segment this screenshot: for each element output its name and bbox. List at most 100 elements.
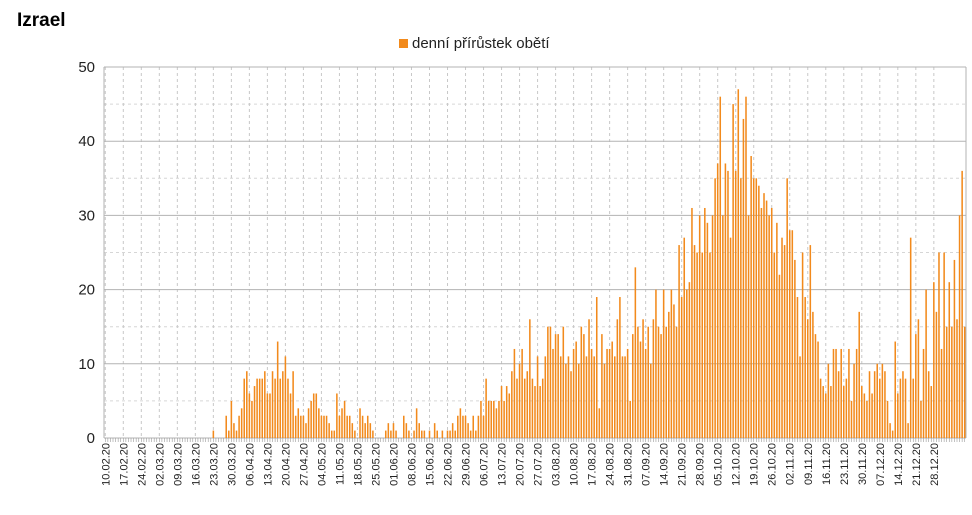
bar — [441, 430, 444, 438]
bar — [670, 289, 673, 438]
x-tick-label: 15.06.20 — [425, 443, 437, 486]
bar — [279, 378, 282, 438]
bar — [801, 252, 804, 438]
bar — [446, 430, 449, 438]
x-tick-label: 28.09.20 — [695, 443, 707, 486]
x-tick-label: 03.08.20 — [551, 443, 563, 486]
bar — [737, 89, 740, 438]
bar — [276, 341, 279, 438]
bar — [547, 326, 549, 438]
bar — [418, 423, 420, 438]
bar — [271, 371, 274, 438]
bar — [701, 252, 704, 438]
bar — [387, 423, 390, 438]
bar — [698, 215, 701, 438]
x-tick-label: 04.05.20 — [316, 443, 328, 486]
bar — [549, 326, 552, 438]
bar — [894, 341, 897, 438]
bar — [765, 200, 768, 438]
bar — [611, 341, 613, 438]
bar — [503, 400, 505, 438]
bar — [552, 348, 554, 438]
bar — [606, 348, 608, 438]
bar — [657, 326, 660, 438]
bar — [660, 334, 662, 438]
x-tick-label: 05.10.20 — [713, 443, 725, 486]
bar — [621, 356, 624, 438]
bar — [891, 430, 894, 438]
bar — [384, 430, 387, 438]
bar — [845, 378, 848, 438]
bar — [745, 96, 747, 439]
x-tick-label: 26.10.20 — [767, 443, 779, 486]
bar — [647, 326, 649, 438]
bar — [909, 237, 912, 438]
bar — [266, 393, 269, 438]
bar — [662, 289, 665, 438]
bar — [328, 423, 330, 438]
bar — [770, 207, 773, 438]
y-tick-label: 20 — [78, 282, 95, 299]
bar — [459, 408, 462, 438]
bar — [567, 356, 570, 438]
bar — [269, 393, 271, 438]
bar — [917, 319, 920, 438]
x-tick-label: 17.08.20 — [587, 443, 599, 486]
bar — [598, 408, 601, 438]
x-tick-label: 23.11.20 — [839, 443, 851, 485]
bar — [421, 430, 423, 438]
bar — [310, 400, 312, 438]
x-tick-label: 31.08.20 — [623, 443, 635, 486]
bar — [824, 393, 827, 438]
bar — [246, 371, 248, 438]
bar — [840, 348, 842, 438]
bar — [590, 348, 593, 438]
bar — [961, 170, 963, 438]
bar — [904, 378, 907, 438]
bar — [693, 245, 696, 438]
bar — [963, 326, 966, 438]
bar — [351, 423, 354, 438]
bar — [632, 334, 634, 438]
bar — [876, 363, 878, 438]
bar — [526, 371, 529, 438]
bar — [539, 386, 541, 438]
bar — [343, 400, 346, 438]
x-tick-label: 18.05.20 — [353, 443, 365, 486]
bar — [945, 326, 948, 438]
bar — [853, 363, 855, 438]
bar — [814, 334, 817, 438]
x-tick-label: 25.05.20 — [371, 443, 383, 486]
bar — [629, 400, 631, 438]
bar — [312, 393, 315, 438]
bar — [305, 423, 307, 438]
bar — [773, 252, 776, 438]
bar — [734, 170, 737, 438]
x-tick-label: 16.11.20 — [821, 443, 833, 485]
bar — [619, 297, 621, 438]
bar — [866, 400, 868, 438]
bar — [457, 415, 459, 438]
bar — [912, 378, 915, 438]
bar — [364, 423, 366, 438]
bar — [495, 408, 498, 438]
bar — [557, 334, 559, 438]
bar — [652, 319, 655, 438]
x-tick-label: 24.08.20 — [605, 443, 617, 486]
bar — [624, 356, 626, 438]
bar — [763, 193, 765, 438]
bar — [534, 386, 536, 438]
bar — [565, 363, 567, 438]
bar — [464, 415, 467, 438]
bar — [902, 371, 904, 438]
bar — [716, 163, 719, 438]
bar — [758, 185, 760, 438]
bar — [516, 378, 518, 438]
bar — [395, 430, 397, 438]
bar — [338, 415, 341, 438]
x-tick-label: 21.12.20 — [911, 443, 923, 486]
bar — [240, 408, 243, 438]
bar — [513, 348, 516, 438]
x-tick-label: 27.04.20 — [298, 443, 310, 486]
bar — [778, 274, 781, 438]
